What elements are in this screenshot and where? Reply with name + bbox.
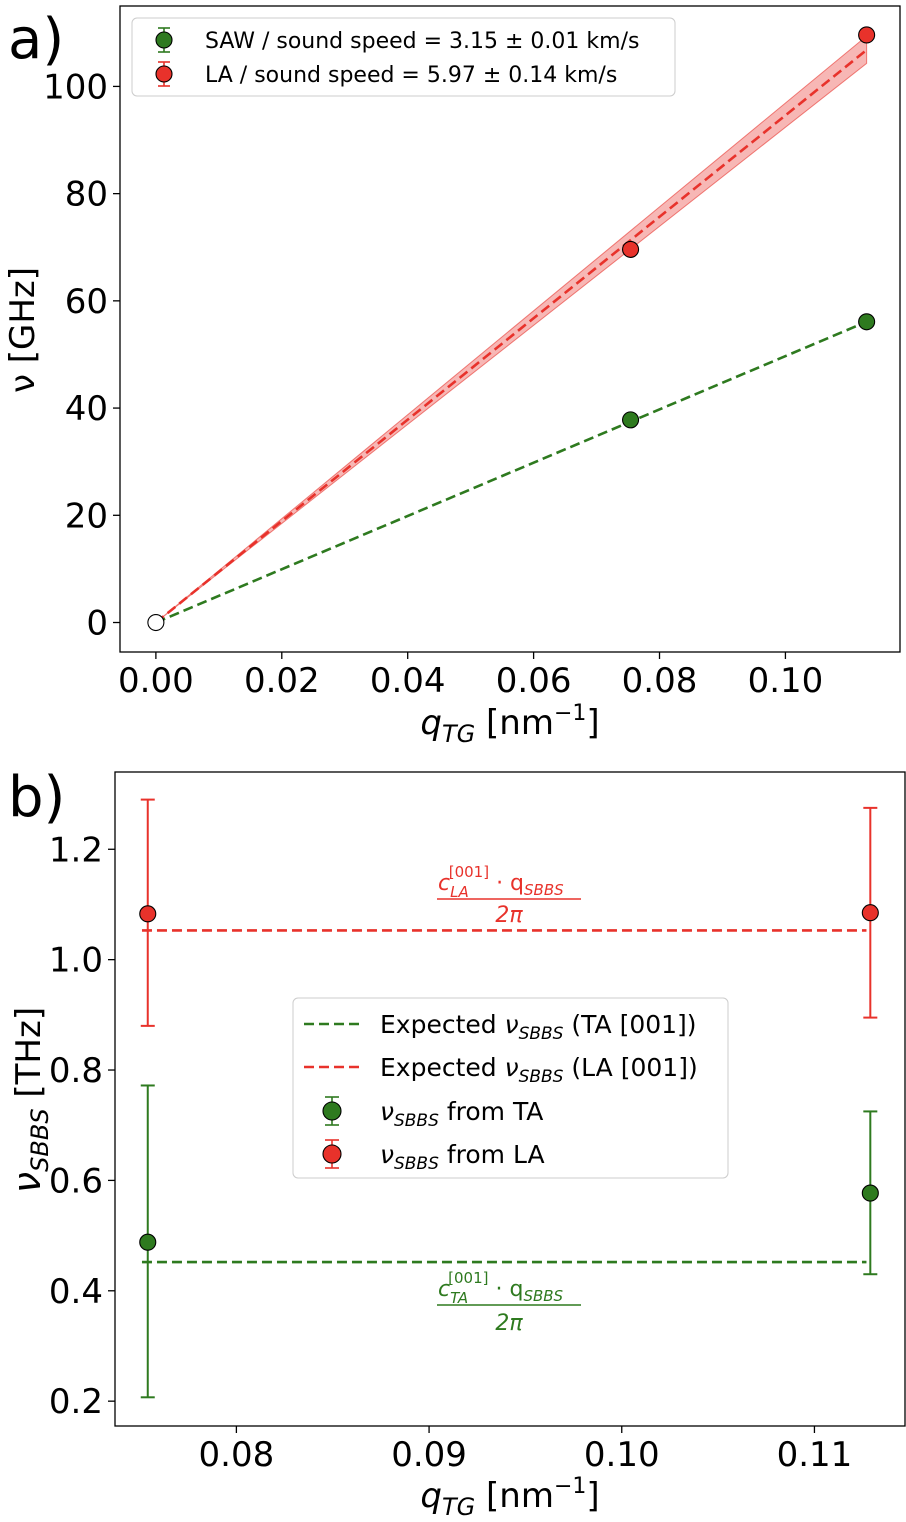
b-y-tick-label: 1.2 <box>49 830 103 870</box>
legend-a-frame <box>131 17 676 97</box>
b-expected-line-layer <box>141 929 867 1264</box>
panel-a-legend: SAW / sound speed = 3.15 ± 0.01 km/s LA … <box>131 17 676 97</box>
b-point-1-1 <box>861 904 879 922</box>
svg-text:cTA[001] · qSBBS: cTA[001] · qSBBS <box>438 1269 564 1307</box>
b-x-tick-label: 0.08 <box>199 1435 275 1475</box>
annotation-la-formula: cLA[001] · qSBBS 2π <box>437 863 581 928</box>
a-point-1-0 <box>622 240 640 258</box>
a-point-0-1 <box>858 313 876 331</box>
b-x-tick-label: 0.11 <box>777 1435 853 1475</box>
a-point-0-0 <box>622 411 640 429</box>
a-band-layer <box>155 34 868 623</box>
panel-a-y-axis-label: ν [GHz] <box>3 267 43 393</box>
a-x-tick-label: 0.08 <box>622 661 698 701</box>
b-point-0-1 <box>861 1184 879 1202</box>
b-point-0-0 <box>139 1233 157 1251</box>
a-y-tick-label: 100 <box>43 67 108 107</box>
a-y-tick-label: 80 <box>65 175 108 215</box>
a-y-tick-label: 60 <box>65 282 108 322</box>
legend-a-saw-label: SAW / sound speed = 3.15 ± 0.01 km/s <box>205 29 639 54</box>
legend-b-la-points-label: νSBBS from LA <box>380 1140 545 1174</box>
panel-a-x-ticks: 0.00 0.02 0.04 0.06 0.08 0.10 <box>118 652 823 701</box>
b-y-tick-label: 1.0 <box>49 941 103 981</box>
panel-b-label: b) <box>8 765 65 830</box>
legend-b-la-marker <box>322 1139 342 1169</box>
svg-text:2π: 2π <box>495 903 523 928</box>
panel-b-legend: Expected νSBBS (TA [001]) Expected νSBBS… <box>292 997 729 1179</box>
annotation-ta-formula: cTA[001] · qSBBS 2π <box>437 1269 581 1336</box>
legend-b-la-expected-label: Expected νSBBS (LA [001]) <box>380 1053 698 1087</box>
a-fit-layer <box>155 48 868 624</box>
panel-b-x-axis-label: qTG [nm−1] <box>420 1474 599 1521</box>
panel-b-x-ticks: 0.08 0.09 0.10 0.11 <box>199 1426 853 1475</box>
b-x-tick-label: 0.10 <box>584 1435 660 1475</box>
svg-text:cLA[001] · qSBBS: cLA[001] · qSBBS <box>438 863 564 901</box>
legend-b-frame <box>292 997 729 1179</box>
legend-b-ta-points-label: νSBBS from TA <box>380 1097 543 1131</box>
a-y-tick-label: 40 <box>65 389 108 429</box>
b-point-1-0 <box>139 905 157 923</box>
b-y-tick-label: 0.8 <box>49 1051 103 1091</box>
a-y-tick-label: 0 <box>86 604 108 644</box>
panel-a-label: a) <box>8 7 64 72</box>
a-x-tick-label: 0.04 <box>370 661 446 701</box>
a-fit-line-0 <box>155 320 868 624</box>
b-point-layer <box>139 798 879 1399</box>
panel-a-frame <box>119 5 901 653</box>
b-y-tick-label: 0.6 <box>49 1161 103 1201</box>
a-confidence-band-1 <box>155 34 868 623</box>
a-origin-point <box>147 613 165 632</box>
panel-b-y-ticks: 0.2 0.4 0.6 0.8 1.0 1.2 <box>49 830 115 1422</box>
a-point-1-1 <box>858 26 876 44</box>
legend-b-ta-marker <box>322 1096 342 1126</box>
panel-a: a) 0.00 0.02 0.04 0.06 0.08 0.10 0 20 40 60 80 100… <box>3 5 901 748</box>
svg-text:2π: 2π <box>495 1311 523 1336</box>
a-point-layer <box>147 26 876 632</box>
b-y-tick-label: 0.2 <box>49 1382 103 1422</box>
legend-b-ta-expected-label: Expected νSBBS (TA [001]) <box>380 1010 697 1044</box>
legend-a-saw-marker <box>155 27 173 53</box>
panel-a-x-axis-label: qTG [nm−1] <box>420 701 599 748</box>
a-x-tick-label: 0.06 <box>496 661 572 701</box>
panel-b-frame <box>114 771 906 1427</box>
panel-b-y-axis-label: νSBBS [THz] <box>5 1007 54 1193</box>
a-x-tick-label: 0.00 <box>118 661 194 701</box>
panel-a-y-ticks: 0 20 40 60 80 100 <box>43 67 120 644</box>
legend-a-la-label: LA / sound speed = 5.97 ± 0.14 km/s <box>205 63 617 88</box>
a-x-tick-label: 0.02 <box>244 661 320 701</box>
a-fit-line-1 <box>155 48 868 624</box>
a-x-tick-label: 0.10 <box>748 661 824 701</box>
panel-b: b) 0.08 0.09 0.10 0.11 0.2 0.4 0.6 0.8 1.0 1.2 q… <box>5 765 906 1521</box>
b-x-tick-label: 0.09 <box>391 1435 467 1475</box>
b-y-tick-label: 0.4 <box>49 1272 103 1312</box>
legend-a-la-marker <box>155 61 173 87</box>
a-y-tick-label: 20 <box>65 496 108 536</box>
